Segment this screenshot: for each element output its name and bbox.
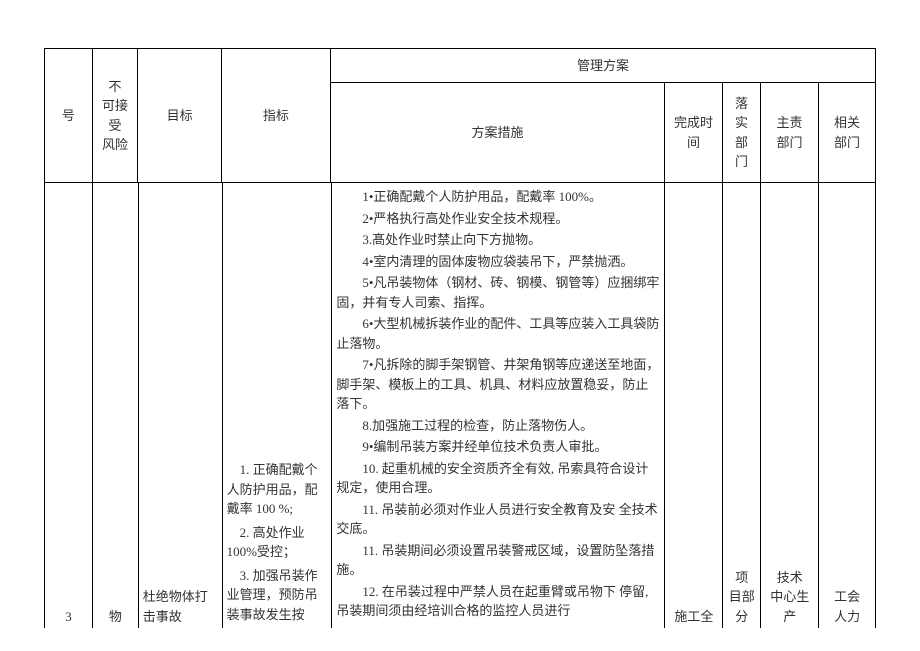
td-resp: 技术 中心生产 (761, 183, 819, 628)
td-seq-text: 3 (65, 607, 72, 627)
th-seq-text: 号 (62, 106, 75, 126)
td-related-l1: 工会 (834, 587, 860, 607)
td-time: 施工全 (665, 183, 723, 628)
th-mgmt: 管理方案 (331, 49, 875, 83)
m8: 8.加强施工过程的检查，防止落物伤人。 (336, 416, 660, 436)
th-risk-l2: 可接受 (97, 96, 134, 135)
th-resp: 主责 部门 (761, 83, 819, 183)
th-measures-text: 方案措施 (471, 123, 523, 143)
th-seq: 号 (45, 49, 93, 183)
m7: 7•凡拆除的脚手架钢管、井架角钢等应递送至地面，脚手架、模板上的工具、机具、材料… (336, 355, 660, 414)
th-time: 完成时 间 (665, 83, 723, 183)
m13: 12. 在吊装过程中严禁人员在起重臂或吊物下 停留, 吊装期间须由经培训合格的监… (336, 582, 660, 621)
td-risk-text: 物 (109, 607, 122, 627)
th-resp-l2: 部门 (776, 133, 802, 153)
th-goal-text: 目标 (167, 106, 193, 126)
th-resp-l1: 主责 (776, 113, 802, 133)
th-risk: 不 可接受 风险 (93, 49, 139, 183)
td-impl-l3: 分 (735, 607, 748, 627)
td-indicator-p2: 2. 高处作业100%受控； (227, 523, 328, 562)
th-impl-l1: 落 (735, 94, 748, 114)
td-resp-l1: 技术 (777, 568, 803, 588)
th-risk-l3: 风险 (102, 135, 128, 155)
th-measures: 方案措施 (331, 83, 665, 183)
th-related-l1: 相关 (834, 113, 860, 133)
th-impl-l4: 门 (735, 152, 748, 172)
m12: 11. 吊装期间必须设置吊装警戒区域，设置防坠落措施。 (336, 541, 660, 580)
td-indicator-p3: 3. 加强吊装作业管理，预防吊装事故发生按 (227, 566, 328, 625)
m11: 11. 吊装前必须对作业人员进行安全教育及安 全技术交底。 (336, 500, 660, 539)
th-related-l2: 部门 (834, 133, 860, 153)
td-risk: 物 (93, 183, 139, 628)
m10: 10. 起重机械的安全资质齐全有效, 吊索具符合设计规定，使用合理。 (336, 459, 660, 498)
td-resp-l2: 中心生产 (765, 587, 814, 626)
th-impl-l3: 部 (735, 133, 748, 153)
td-indicator: 1. 正确配戴个人防护用品，配戴率 100 %; 2. 高处作业100%受控； … (223, 183, 333, 628)
td-related-l2: 人力 (834, 607, 860, 627)
th-time-l1: 完成时 (674, 113, 713, 133)
td-goal: 杜绝物体打击事故 (139, 183, 223, 628)
m3: 3.髙处作业时禁止向下方抛物。 (336, 230, 660, 250)
body-row: 3 物 杜绝物体打击事故 1. 正确配戴个人防护用品，配戴率 100 %; 2.… (45, 183, 875, 628)
m1: 1•正确配戴个人防护用品，配戴率 100%。 (336, 187, 660, 207)
th-related: 相关 部门 (819, 83, 875, 183)
header-row-1: 号 不 可接受 风险 目标 指标 管理方案 方案措施 完成时 间 (45, 49, 875, 183)
td-time-text: 施工全 (674, 607, 713, 627)
m2: 2•严格执行高处作业安全技术规程。 (336, 209, 660, 229)
td-impl: 项 目部 分 (723, 183, 761, 628)
td-seq: 3 (45, 183, 93, 628)
th-indicator: 指标 (222, 49, 331, 183)
td-measures: 1•正确配戴个人防护用品，配戴率 100%。 2•严格执行高处作业安全技术规程。… (332, 183, 665, 628)
td-related: 工会 人力 (819, 183, 875, 628)
table: 号 不 可接受 风险 目标 指标 管理方案 方案措施 完成时 间 (44, 48, 876, 628)
m9: 9•编制吊装方案并经单位技术负责人审批。 (336, 437, 660, 457)
th-risk-l1: 不 (109, 77, 122, 97)
th-mgmt-text: 管理方案 (577, 56, 629, 76)
th-indicator-text: 指标 (263, 106, 289, 126)
td-indicator-p1: 1. 正确配戴个人防护用品，配戴率 100 %; (227, 460, 328, 519)
m5: 5•凡吊装物体（钢材、砖、钢模、钢管等）应捆绑牢固，并有专人司索、指挥。 (336, 273, 660, 312)
th-goal: 目标 (138, 49, 221, 183)
th-time-l2: 间 (687, 133, 700, 153)
th-impl-l2: 实 (735, 113, 748, 133)
m6: 6•大型机械拆装作业的配件、工具等应装入工具袋防止落物。 (336, 314, 660, 353)
td-goal-text: 杜绝物体打击事故 (143, 587, 218, 626)
td-impl-l1: 项 (735, 568, 748, 588)
th-mgmt-group: 管理方案 方案措施 完成时 间 落 实 部 门 主责 部门 (331, 49, 875, 183)
m4: 4•室内清理的固体废物应袋装吊下，严禁抛洒。 (336, 252, 660, 272)
th-impl: 落 实 部 门 (723, 83, 761, 183)
td-impl-l2: 目部 (729, 587, 755, 607)
